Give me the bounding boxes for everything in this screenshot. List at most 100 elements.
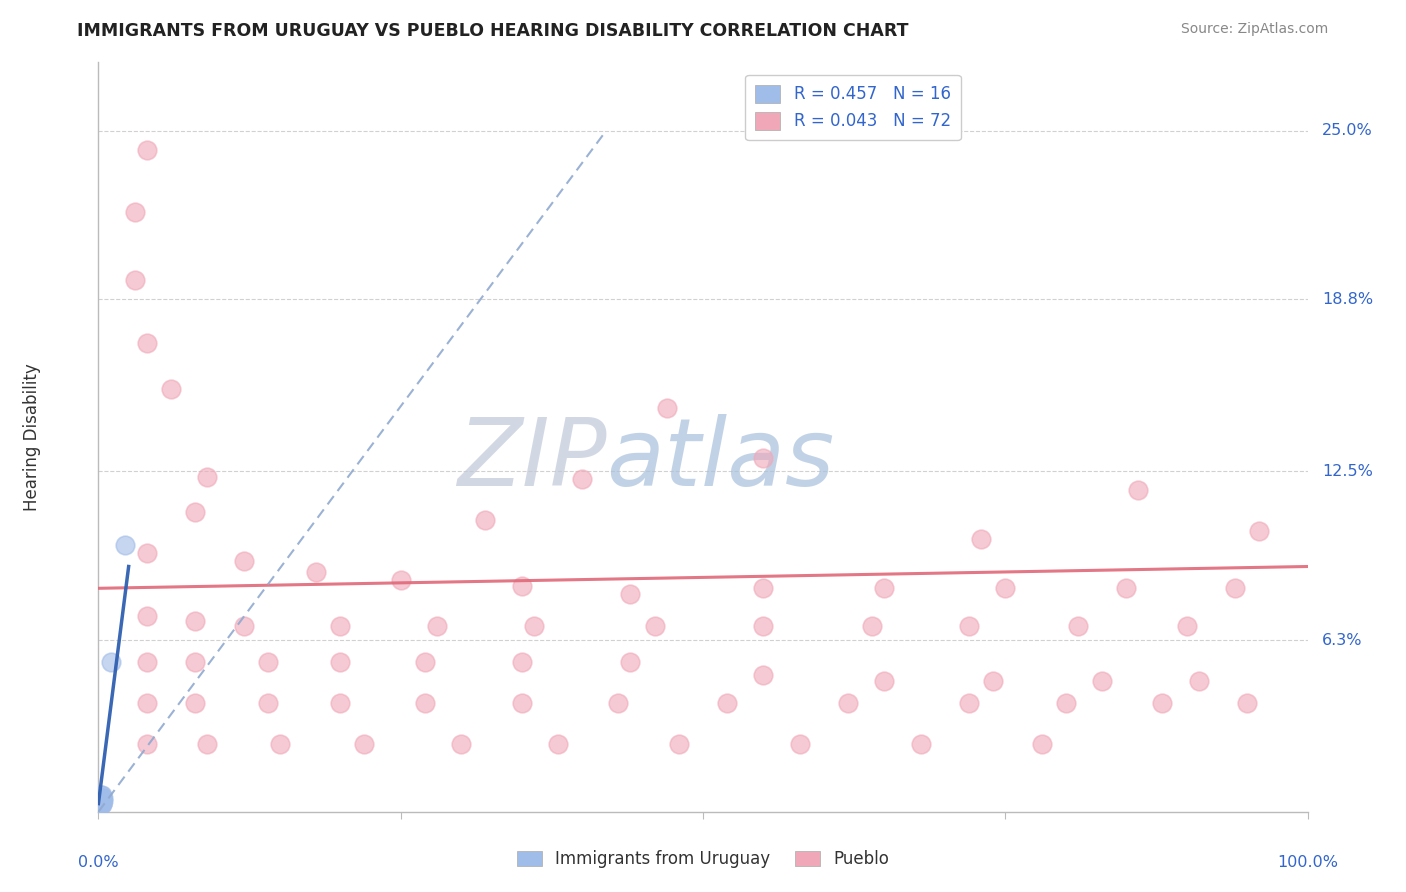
Point xyxy=(91,797,114,811)
Legend: R = 0.457   N = 16, R = 0.043   N = 72: R = 0.457 N = 16, R = 0.043 N = 72 xyxy=(745,75,960,140)
Point xyxy=(655,401,678,416)
Point xyxy=(91,797,114,811)
Point xyxy=(195,469,218,483)
Point xyxy=(1223,582,1246,596)
Point xyxy=(970,533,993,547)
Point xyxy=(124,273,146,287)
Point xyxy=(1031,737,1053,751)
Point xyxy=(305,565,328,579)
Point xyxy=(752,450,775,465)
Text: IMMIGRANTS FROM URUGUAY VS PUEBLO HEARING DISABILITY CORRELATION CHART: IMMIGRANTS FROM URUGUAY VS PUEBLO HEARIN… xyxy=(77,22,908,40)
Text: 0.0%: 0.0% xyxy=(79,855,118,871)
Point xyxy=(100,655,122,669)
Point xyxy=(1054,696,1077,710)
Point xyxy=(232,554,254,568)
Point xyxy=(1067,619,1090,633)
Point xyxy=(789,737,811,751)
Text: 18.8%: 18.8% xyxy=(1322,292,1374,307)
Point xyxy=(994,582,1017,596)
Point xyxy=(232,619,254,633)
Text: Source: ZipAtlas.com: Source: ZipAtlas.com xyxy=(1181,22,1329,37)
Point xyxy=(256,655,278,669)
Point xyxy=(90,794,112,808)
Point xyxy=(752,619,775,633)
Point xyxy=(135,143,157,157)
Point xyxy=(184,614,207,628)
Point xyxy=(873,673,896,688)
Point xyxy=(135,737,157,751)
Point xyxy=(89,797,111,811)
Point xyxy=(981,673,1004,688)
Point xyxy=(1175,619,1198,633)
Point xyxy=(413,696,436,710)
Point xyxy=(547,737,569,751)
Point xyxy=(184,696,207,710)
Text: 100.0%: 100.0% xyxy=(1277,855,1339,871)
Point xyxy=(957,619,980,633)
Point xyxy=(90,797,112,811)
Point xyxy=(89,791,111,805)
Point xyxy=(114,538,136,552)
Text: ZIP: ZIP xyxy=(457,414,606,505)
Point xyxy=(523,619,546,633)
Legend: Immigrants from Uruguay, Pueblo: Immigrants from Uruguay, Pueblo xyxy=(510,844,896,875)
Point xyxy=(510,655,533,669)
Point xyxy=(91,791,114,805)
Point xyxy=(1249,524,1271,538)
Point xyxy=(1115,582,1137,596)
Point xyxy=(91,794,114,808)
Point xyxy=(910,737,932,751)
Text: atlas: atlas xyxy=(606,414,835,505)
Point xyxy=(389,573,412,587)
Point xyxy=(510,696,533,710)
Point xyxy=(329,655,352,669)
Point xyxy=(413,655,436,669)
Text: 25.0%: 25.0% xyxy=(1322,123,1372,138)
Point xyxy=(135,696,157,710)
Point xyxy=(124,205,146,219)
Point xyxy=(90,791,112,805)
Point xyxy=(619,587,641,601)
Point xyxy=(860,619,883,633)
Point xyxy=(426,619,449,633)
Point xyxy=(91,791,114,805)
Point xyxy=(1128,483,1150,498)
Text: Hearing Disability: Hearing Disability xyxy=(22,363,41,511)
Point xyxy=(135,546,157,560)
Point xyxy=(135,655,157,669)
Point xyxy=(160,383,183,397)
Point xyxy=(89,794,111,808)
Point xyxy=(329,696,352,710)
Point xyxy=(353,737,375,751)
Text: 6.3%: 6.3% xyxy=(1322,632,1362,648)
Point xyxy=(752,668,775,682)
Point xyxy=(837,696,859,710)
Point xyxy=(1091,673,1114,688)
Point xyxy=(571,472,593,486)
Point xyxy=(269,737,291,751)
Point xyxy=(450,737,472,751)
Point xyxy=(752,582,775,596)
Point xyxy=(1236,696,1258,710)
Point xyxy=(474,513,496,527)
Point xyxy=(184,655,207,669)
Point xyxy=(957,696,980,710)
Point xyxy=(1152,696,1174,710)
Point xyxy=(91,794,114,808)
Point xyxy=(135,608,157,623)
Point xyxy=(873,582,896,596)
Text: 12.5%: 12.5% xyxy=(1322,464,1374,479)
Point xyxy=(135,336,157,351)
Point xyxy=(1188,673,1211,688)
Point xyxy=(619,655,641,669)
Point xyxy=(91,789,114,803)
Point xyxy=(195,737,218,751)
Point xyxy=(256,696,278,710)
Point xyxy=(184,505,207,519)
Point xyxy=(668,737,690,751)
Point xyxy=(716,696,738,710)
Point xyxy=(90,789,112,803)
Point xyxy=(510,578,533,592)
Point xyxy=(607,696,630,710)
Point xyxy=(644,619,666,633)
